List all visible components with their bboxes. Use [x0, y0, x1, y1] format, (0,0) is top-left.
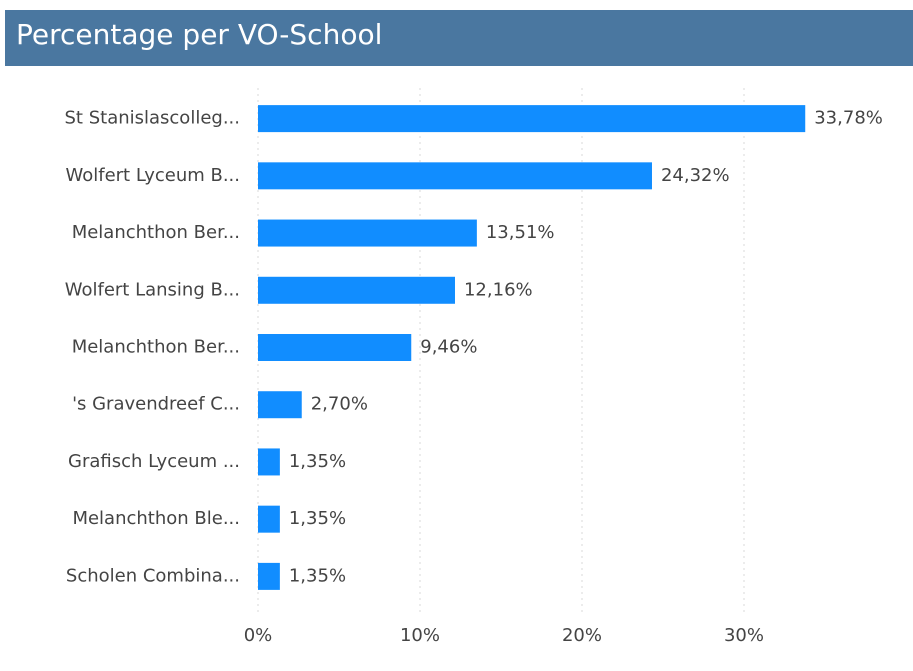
y-tick-label: 's Gravendreef C...	[72, 394, 240, 415]
y-tick-label: Melanchthon Ble...	[72, 508, 240, 529]
bar	[258, 505, 280, 533]
x-tick-label: 0%	[244, 625, 273, 646]
x-tick-label: 30%	[724, 625, 764, 646]
bar	[258, 562, 280, 590]
bar	[258, 448, 280, 476]
y-tick-label: Wolfert Lyceum B...	[65, 165, 240, 186]
bar	[258, 105, 806, 133]
x-tick-label: 10%	[400, 625, 440, 646]
data-label: 24,32%	[661, 165, 730, 186]
title-bar	[5, 10, 913, 66]
bar	[258, 334, 412, 361]
y-tick-label: Melanchthon Ber...	[72, 337, 240, 358]
data-label: 1,35%	[289, 508, 346, 529]
data-label: 13,51%	[486, 222, 555, 243]
y-tick-label: Melanchthon Ber...	[72, 222, 240, 243]
data-label: 1,35%	[289, 565, 346, 586]
y-tick-label: St Stanislascolleg...	[65, 108, 241, 129]
bar	[258, 276, 455, 304]
y-tick-label: Wolfert Lansing B...	[65, 279, 240, 300]
data-label: 1,35%	[289, 451, 346, 472]
y-tick-label: Scholen Combina...	[66, 565, 240, 586]
x-tick-label: 20%	[562, 625, 602, 646]
bar	[258, 391, 302, 419]
data-label: 9,46%	[420, 337, 477, 358]
chart-title: Percentage per VO-School	[16, 18, 382, 51]
data-label: 33,78%	[814, 108, 883, 129]
y-tick-label: Grafisch Lyceum ...	[68, 451, 240, 472]
data-label: 2,70%	[311, 394, 368, 415]
data-label: 12,16%	[464, 279, 533, 300]
bar	[258, 219, 477, 247]
bar	[258, 162, 652, 190]
